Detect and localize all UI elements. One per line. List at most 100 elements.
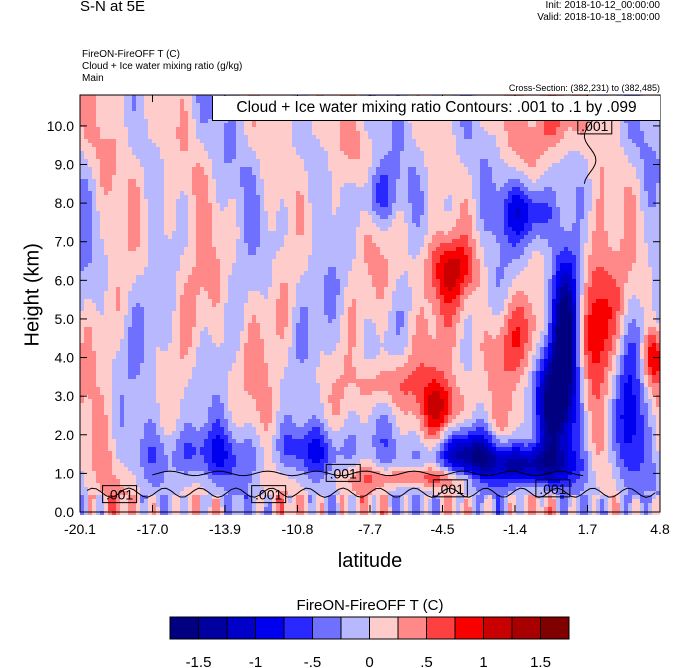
field-cell (172, 95, 176, 99)
field-cell (304, 203, 308, 207)
field-cell (556, 123, 560, 127)
field-cell (632, 127, 636, 131)
field-cell (404, 203, 408, 207)
field-cell (584, 191, 588, 195)
field-cell (424, 131, 428, 135)
field-cell (204, 219, 208, 223)
field-cell (140, 103, 144, 107)
field-cell (152, 207, 156, 211)
field-cell (156, 179, 160, 183)
field-cell (504, 183, 508, 187)
field-cell (284, 143, 288, 147)
field-cell (548, 227, 552, 231)
field-cell (352, 227, 356, 231)
field-cell (544, 227, 548, 231)
field-cell (636, 215, 640, 219)
field-cell (80, 179, 84, 183)
field-cell (484, 119, 488, 123)
field-cell (308, 227, 312, 231)
field-cell (600, 151, 604, 155)
field-cell (292, 231, 296, 235)
field-cell (356, 127, 360, 131)
field-cell (168, 175, 172, 179)
field-cell (604, 155, 608, 159)
field-cell (392, 155, 396, 159)
field-cell (412, 207, 416, 211)
field-cell (284, 207, 288, 211)
field-cell (632, 135, 636, 139)
field-cell (580, 131, 584, 135)
field-cell (508, 131, 512, 135)
field-cell (100, 231, 104, 235)
field-cell (528, 155, 532, 159)
field-cell (184, 123, 188, 127)
field-cell (160, 199, 164, 203)
field-cell (628, 151, 632, 155)
field-cell (112, 99, 116, 103)
field-cell (188, 211, 192, 215)
field-cell (588, 179, 592, 183)
field-cell (624, 163, 628, 167)
field-cell (188, 155, 192, 159)
field-cell (524, 187, 528, 191)
field-cell (216, 227, 220, 231)
field-cell (260, 211, 264, 215)
field-cell (524, 143, 528, 147)
field-cell (480, 195, 484, 199)
field-cell (212, 231, 216, 235)
field-cell (456, 155, 460, 159)
field-cell (360, 159, 364, 163)
field-cell (544, 155, 548, 159)
field-cell (288, 207, 292, 211)
field-cell (176, 99, 180, 103)
field-cell (476, 215, 480, 219)
field-cell (332, 227, 336, 231)
field-cell (188, 183, 192, 187)
field-cell (492, 119, 496, 123)
field-cell (440, 131, 444, 135)
field-cell (120, 211, 124, 215)
field-cell (236, 183, 240, 187)
field-cell (136, 95, 140, 99)
field-cell (164, 155, 168, 159)
field-cell (460, 139, 464, 143)
field-cell (568, 135, 572, 139)
field-cell (540, 223, 544, 227)
field-cell (132, 203, 136, 207)
field-cell (152, 131, 156, 135)
field-cell (552, 187, 556, 191)
field-cell (628, 119, 632, 123)
field-cell (348, 131, 352, 135)
field-cell (168, 199, 172, 203)
field-cell (384, 151, 388, 155)
field-cell (104, 95, 108, 99)
field-cell (200, 199, 204, 203)
field-cell (608, 179, 612, 183)
field-cell (504, 167, 508, 171)
field-cell (268, 143, 272, 147)
field-cell (632, 227, 636, 231)
field-cell (80, 131, 84, 135)
field-cell (656, 135, 660, 139)
field-cell (512, 151, 516, 155)
field-cell (632, 119, 636, 123)
field-cell (120, 207, 124, 211)
field-cell (184, 99, 188, 103)
field-cell (152, 191, 156, 195)
field-cell (428, 175, 432, 179)
field-cell (652, 203, 656, 207)
field-cell (648, 135, 652, 139)
field-cell (192, 155, 196, 159)
field-cell (116, 231, 120, 235)
field-cell (588, 215, 592, 219)
field-cell (384, 127, 388, 131)
field-cell (428, 139, 432, 143)
field-cell (284, 163, 288, 167)
field-cell (420, 195, 424, 199)
field-cell (440, 195, 444, 199)
field-cell (148, 135, 152, 139)
field-cell (400, 207, 404, 211)
field-cell (484, 227, 488, 231)
field-cell (576, 199, 580, 203)
field-cell (132, 179, 136, 183)
